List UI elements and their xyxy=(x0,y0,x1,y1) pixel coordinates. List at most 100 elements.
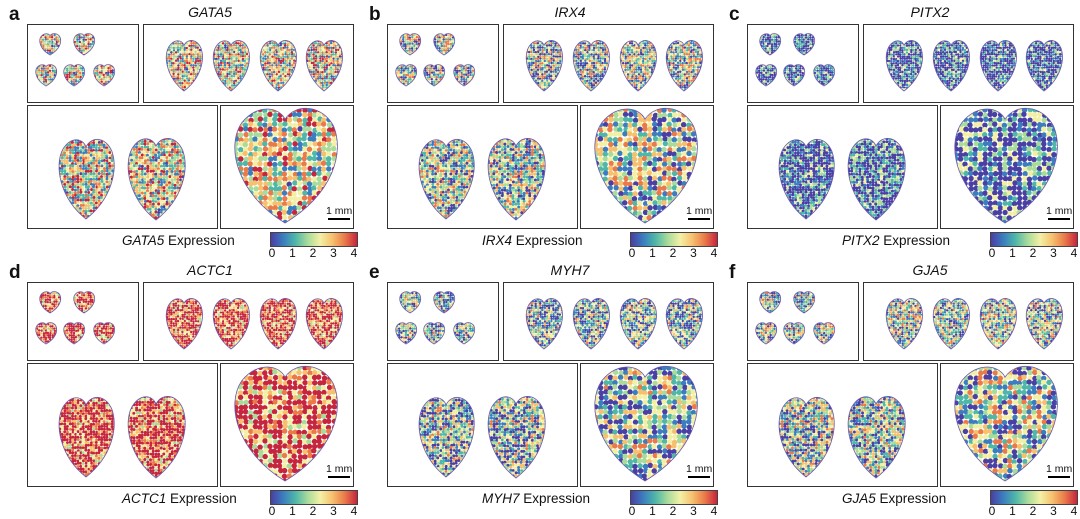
two-sections-box xyxy=(387,363,578,487)
tissue-section xyxy=(59,139,115,219)
scale-bar xyxy=(688,476,710,478)
two-sections-box xyxy=(387,105,578,229)
colorbar-tick: 4 xyxy=(1071,504,1078,518)
two-sections-box xyxy=(747,363,938,487)
tissue-section xyxy=(793,291,815,313)
colorbar-tick: 3 xyxy=(1050,246,1057,260)
colorbar-tick: 4 xyxy=(711,246,718,260)
gene-title: IRX4 xyxy=(510,4,630,20)
colorbar-tick: 3 xyxy=(330,246,337,260)
tissue-section xyxy=(59,397,115,477)
panel-letter: f xyxy=(729,262,735,284)
legend-label: GATA5 Expression xyxy=(122,233,235,248)
tissue-section xyxy=(73,291,95,313)
tissue-section xyxy=(423,322,445,344)
colorbar-tick: 2 xyxy=(1030,246,1037,260)
legend-label: PITX2 Expression xyxy=(842,233,950,248)
panel-a: a GATA5 1 mm GATA5 Expression 0 1 2 3 4 xyxy=(0,0,360,260)
panel-e: e MYH7 1 mm MYH7 Expression 0 1 2 3 4 xyxy=(360,258,720,518)
single-section-box xyxy=(580,363,714,487)
colorbar-tick: 4 xyxy=(1071,246,1078,260)
two-sections-box xyxy=(27,363,218,487)
panel-letter: d xyxy=(9,262,21,284)
legend-suffix: Expression xyxy=(876,491,947,506)
scale-label: 1 mm xyxy=(326,205,352,217)
tissue-section xyxy=(848,396,906,478)
legend-suffix: Expression xyxy=(166,491,237,506)
panel-letter: a xyxy=(9,4,20,26)
legend-gene: GATA5 xyxy=(122,233,164,248)
colorbar xyxy=(990,490,1078,505)
legend-suffix: Expression xyxy=(164,233,235,248)
colorbar-tick: 1 xyxy=(1009,504,1016,518)
panel-letter: e xyxy=(369,262,380,284)
legend-label: ACTC1 Expression xyxy=(122,491,237,506)
gene-title: ACTC1 xyxy=(150,262,270,278)
tissue-section xyxy=(453,322,475,344)
small-sections-box xyxy=(27,282,139,361)
colorbar-tick: 0 xyxy=(629,504,636,518)
tissue-section xyxy=(813,322,835,344)
scale-bar xyxy=(328,476,350,478)
medium-sections-box xyxy=(863,282,1074,361)
tissue-section xyxy=(73,33,95,55)
scale-bar xyxy=(688,218,710,220)
legend-gene: GJA5 xyxy=(842,491,876,506)
scale-label: 1 mm xyxy=(326,463,352,475)
colorbar-tick: 1 xyxy=(289,504,296,518)
colorbar-tick: 3 xyxy=(690,504,697,518)
medium-sections-box xyxy=(143,282,354,361)
panel-b: b IRX4 1 mm IRX4 Expression 0 1 2 3 4 xyxy=(360,0,720,260)
colorbar-tick: 3 xyxy=(1050,504,1057,518)
tissue-section xyxy=(213,298,250,349)
colorbar-tick: 4 xyxy=(711,504,718,518)
tissue-section xyxy=(93,64,115,86)
tissue-section xyxy=(848,138,906,220)
colorbar-tick: 3 xyxy=(690,246,697,260)
legend-suffix: Expression xyxy=(520,491,590,506)
colorbar-tick: 1 xyxy=(1009,246,1016,260)
small-sections-box xyxy=(387,24,499,103)
colorbar-tick: 0 xyxy=(629,246,636,260)
single-section-box xyxy=(220,105,354,229)
scale-bar xyxy=(1048,218,1070,220)
colorbar-tick: 3 xyxy=(330,504,337,518)
small-sections-box xyxy=(387,282,499,361)
colorbar-tick: 0 xyxy=(269,246,276,260)
gene-title: GJA5 xyxy=(870,262,990,278)
single-section-box xyxy=(940,105,1074,229)
colorbar-tick: 1 xyxy=(289,246,296,260)
colorbar-tick: 4 xyxy=(351,504,358,518)
tissue-section xyxy=(783,322,805,344)
colorbar-tick: 0 xyxy=(989,246,996,260)
scale-bar xyxy=(1048,476,1070,478)
medium-sections-box xyxy=(863,24,1074,103)
medium-sections-box xyxy=(143,24,354,103)
legend-gene: PITX2 xyxy=(842,233,880,248)
gene-title: MYH7 xyxy=(510,262,630,278)
panel-f: f GJA5 1 mm GJA5 Expression 0 1 2 3 4 xyxy=(720,258,1080,518)
medium-sections-box xyxy=(503,24,714,103)
legend-label: GJA5 Expression xyxy=(842,491,946,506)
tissue-section xyxy=(779,139,835,219)
medium-sections-box xyxy=(503,282,714,361)
colorbar-tick: 2 xyxy=(310,504,317,518)
single-section-box xyxy=(940,363,1074,487)
tissue-section xyxy=(423,64,445,86)
colorbar-tick: 0 xyxy=(269,504,276,518)
colorbar-tick: 2 xyxy=(310,246,317,260)
legend-suffix: Expression xyxy=(512,233,583,248)
tissue-section xyxy=(793,33,815,55)
scale-label: 1 mm xyxy=(1046,205,1072,217)
single-section-box xyxy=(580,105,714,229)
legend-gene: MYH7 xyxy=(482,491,520,506)
colorbar-tick: 2 xyxy=(670,246,677,260)
tissue-section xyxy=(783,64,805,86)
small-sections-box xyxy=(747,24,859,103)
tissue-section xyxy=(419,397,475,477)
tissue-section xyxy=(779,397,835,477)
